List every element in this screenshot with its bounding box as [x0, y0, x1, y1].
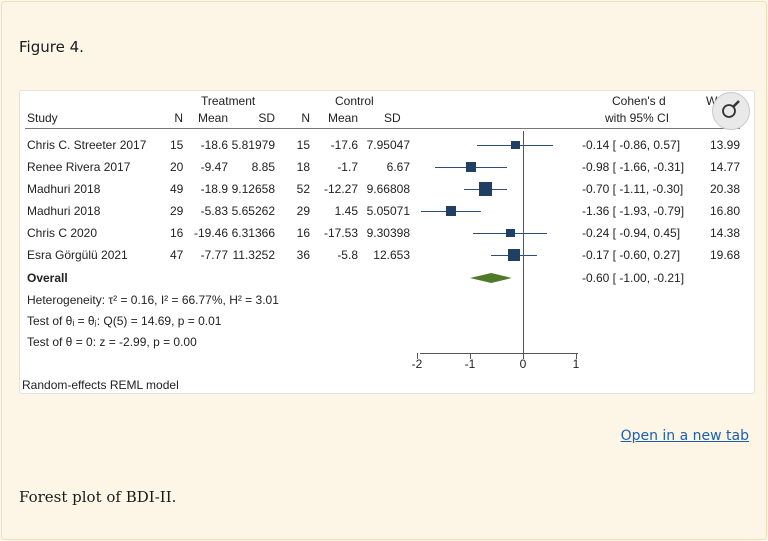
model-label: Random-effects REML model [22, 378, 179, 392]
effect-marker [445, 205, 457, 217]
weight-value: 13.99 [710, 138, 741, 152]
n1-value: 47 [170, 248, 184, 262]
mean2-value: -12.27 [323, 182, 358, 196]
sd1-value: 9.12658 [231, 182, 275, 196]
n1-value: 15 [170, 138, 184, 152]
study-name: Chris C. Streeter 2017 [27, 138, 147, 152]
mean1-value: -5.83 [200, 204, 228, 218]
n1-value: 16 [170, 226, 184, 240]
figure-label: Figure 4. [19, 38, 84, 56]
test-theta-text: Test of θ = 0: z = -2.99, p = 0.00 [27, 335, 197, 349]
control-header: Control [335, 94, 374, 108]
sd2-value: 6.67 [386, 160, 410, 174]
overall-diamond [470, 273, 512, 283]
n2-value: 16 [296, 226, 310, 240]
axis-tick [470, 353, 471, 359]
treatment-header: Treatment [201, 94, 256, 108]
open-in-new-tab-link[interactable]: Open in a new tab [620, 428, 749, 444]
mean2-value: -17.53 [323, 226, 358, 240]
sd1-col-header: SD [258, 111, 275, 125]
axis-tick-label: -2 [411, 357, 423, 371]
n1-value: 49 [170, 182, 184, 196]
null-effect-line [523, 131, 524, 354]
n2-value: 18 [296, 160, 310, 174]
x-axis [420, 353, 578, 354]
study-name: Chris C 2020 [27, 226, 98, 240]
n2-col-header: N [301, 111, 310, 125]
n1-value: 20 [170, 160, 184, 174]
heterogeneity-text: Heterogeneity: τ² = 0.16, I² = 66.77%, H… [27, 293, 279, 307]
sd1-value: 11.3252 [232, 248, 276, 262]
ci-value: -0.14 [ -0.86, 0.57] [582, 138, 681, 152]
axis-tick-label: -1 [464, 357, 476, 371]
ci-value: -0.17 [ -0.60, 0.27] [582, 248, 681, 262]
mean2-value: -5.8 [337, 248, 358, 262]
n1-value: 29 [170, 204, 184, 218]
sd1-value: 8.85 [251, 160, 275, 174]
n2-value: 52 [296, 182, 310, 196]
study-name: Esra Görgülü 2021 [27, 248, 128, 262]
study-name: Madhuri 2018 [27, 204, 101, 218]
mean2-col-header: Mean [327, 111, 358, 125]
sd2-value: 7.95047 [366, 138, 410, 152]
sd2-value: 9.66808 [366, 182, 410, 196]
mean1-col-header: Mean [197, 111, 228, 125]
sd1-value: 6.31366 [231, 226, 275, 240]
effect-marker [507, 248, 521, 262]
sd1-value: 5.81979 [231, 138, 275, 152]
axis-tick-label: 1 [572, 357, 580, 371]
weight-value: 16.80 [710, 204, 741, 218]
zoom-button[interactable] [712, 92, 750, 130]
sd1-value: 5.65262 [231, 204, 275, 218]
magnifier-icon [722, 100, 740, 118]
figure-caption: Forest plot of BDI-II. [19, 488, 177, 506]
effect-marker [466, 162, 476, 172]
overall-ci: -0.60 [ -1.00, -0.21] [582, 271, 685, 285]
sd2-value: 12.653 [373, 248, 410, 262]
n2-value: 29 [296, 204, 310, 218]
effect-header-top: Cohen's d [612, 94, 666, 108]
weight-value: 19.68 [710, 248, 741, 262]
n2-value: 36 [296, 248, 310, 262]
sd2-value: 9.30398 [366, 226, 410, 240]
forest-plot-image[interactable]: Treatment Control Cohen's d Weight Study… [19, 90, 755, 394]
ci-value: -1.36 [ -1.93, -0.79] [582, 204, 685, 218]
axis-tick [523, 353, 524, 359]
sd2-value: 5.05071 [366, 204, 410, 218]
weight-value: 20.38 [710, 182, 741, 196]
ci-value: -0.70 [ -1.11, -0.30] [582, 182, 684, 196]
mean1-value: -18.9 [200, 182, 228, 196]
study-col-header: Study [27, 111, 58, 125]
mean1-value: -7.77 [200, 248, 228, 262]
mean2-value: -17.6 [330, 138, 358, 152]
study-name: Madhuri 2018 [27, 182, 101, 196]
axis-tick [417, 353, 418, 359]
mean2-value: -1.7 [337, 160, 358, 174]
overall-diamond-shape [470, 273, 512, 283]
header-rule [25, 128, 740, 129]
n2-value: 15 [296, 138, 310, 152]
mean2-value: 1.45 [334, 204, 358, 218]
mean1-value: -9.47 [200, 160, 228, 174]
n1-col-header: N [174, 111, 183, 125]
weight-value: 14.38 [710, 226, 741, 240]
effect-marker [505, 228, 515, 238]
ci-value: -0.24 [ -0.94, 0.45] [582, 226, 681, 240]
sd2-col-header: SD [384, 111, 401, 125]
test-theta-i-text: Test of θᵢ = θⱼ: Q(5) = 14.69, p = 0.01 [27, 314, 222, 328]
overall-label: Overall [27, 271, 68, 285]
axis-tick-label: 0 [519, 357, 527, 371]
effect-marker [479, 182, 493, 196]
mean1-value: -19.46 [193, 226, 228, 240]
effect-marker [511, 140, 520, 150]
weight-value: 14.77 [710, 160, 741, 174]
effect-header-bottom: with 95% CI [605, 111, 670, 125]
mean1-value: -18.6 [200, 138, 228, 152]
study-name: Renee Rivera 2017 [27, 160, 131, 174]
axis-tick [576, 353, 577, 359]
ci-value: -0.98 [ -1.66, -0.31] [582, 160, 685, 174]
